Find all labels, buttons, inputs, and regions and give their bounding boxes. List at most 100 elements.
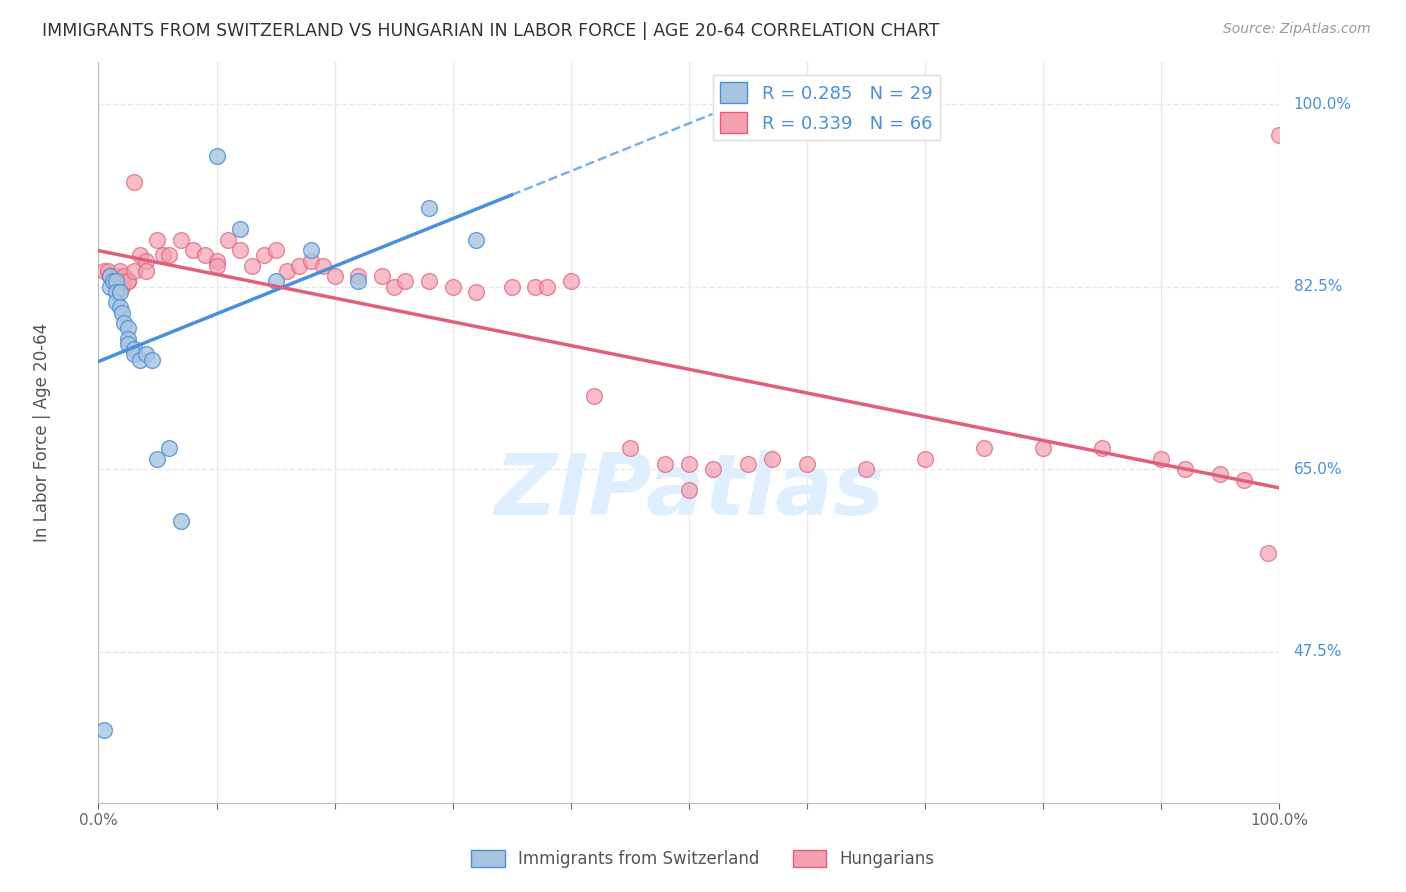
Point xyxy=(264,243,287,257)
Point xyxy=(1091,442,1114,456)
Point xyxy=(1150,451,1173,466)
Point xyxy=(112,269,135,284)
Point xyxy=(524,279,547,293)
Text: 82.5%: 82.5% xyxy=(1294,279,1341,294)
Point xyxy=(678,457,700,471)
Point xyxy=(181,243,204,257)
Point xyxy=(654,457,676,471)
Text: 47.5%: 47.5% xyxy=(1294,644,1341,659)
Point xyxy=(394,274,416,288)
Text: Source: ZipAtlas.com: Source: ZipAtlas.com xyxy=(1223,22,1371,37)
Point xyxy=(97,264,120,278)
Point xyxy=(702,462,724,476)
Point xyxy=(93,723,115,737)
Point xyxy=(299,243,322,257)
Point xyxy=(141,352,163,367)
Point xyxy=(1233,473,1256,487)
Point xyxy=(973,442,995,456)
Point xyxy=(111,274,134,288)
Point xyxy=(855,462,877,476)
Point xyxy=(146,233,169,247)
Point xyxy=(1257,545,1279,559)
Point xyxy=(146,451,169,466)
Point xyxy=(264,274,287,288)
Point xyxy=(117,332,139,346)
Point xyxy=(170,233,193,247)
Point xyxy=(560,274,582,288)
Point xyxy=(93,264,115,278)
Point xyxy=(253,248,276,262)
Point xyxy=(796,457,818,471)
Point xyxy=(157,248,180,262)
Point xyxy=(111,306,134,320)
Point xyxy=(98,269,121,284)
Point xyxy=(288,259,311,273)
Point xyxy=(465,233,488,247)
Point xyxy=(135,347,157,361)
Text: ZIPatlas: ZIPatlas xyxy=(494,450,884,533)
Point xyxy=(112,316,135,330)
Point xyxy=(205,149,228,163)
Point xyxy=(105,295,128,310)
Point xyxy=(108,264,131,278)
Point xyxy=(122,342,145,356)
Point xyxy=(501,279,523,293)
Point xyxy=(914,451,936,466)
Point xyxy=(678,483,700,497)
Point xyxy=(108,301,131,315)
Point xyxy=(105,285,128,299)
Point xyxy=(135,264,157,278)
Point xyxy=(205,253,228,268)
Point xyxy=(240,259,263,273)
Point xyxy=(98,269,121,284)
Point xyxy=(122,347,145,361)
Point xyxy=(1209,467,1232,482)
Point xyxy=(105,269,128,284)
Point xyxy=(170,514,193,528)
Text: IMMIGRANTS FROM SWITZERLAND VS HUNGARIAN IN LABOR FORCE | AGE 20-64 CORRELATION : IMMIGRANTS FROM SWITZERLAND VS HUNGARIAN… xyxy=(42,22,939,40)
Point xyxy=(418,274,440,288)
Point xyxy=(122,264,145,278)
Point xyxy=(347,274,370,288)
Text: In Labor Force | Age 20-64: In Labor Force | Age 20-64 xyxy=(32,323,51,542)
Point xyxy=(217,233,239,247)
Point xyxy=(128,248,150,262)
Point xyxy=(371,269,394,284)
Point xyxy=(441,279,464,293)
Legend: R = 0.285   N = 29, R = 0.339   N = 66: R = 0.285 N = 29, R = 0.339 N = 66 xyxy=(713,75,939,140)
Point xyxy=(299,253,322,268)
Point xyxy=(737,457,759,471)
Point xyxy=(382,279,405,293)
Point xyxy=(194,248,217,262)
Point xyxy=(135,253,157,268)
Point xyxy=(583,389,606,403)
Point xyxy=(229,243,252,257)
Point xyxy=(108,285,131,299)
Point xyxy=(152,248,174,262)
Point xyxy=(418,202,440,216)
Point xyxy=(117,321,139,335)
Point xyxy=(111,279,134,293)
Point xyxy=(619,442,641,456)
Point xyxy=(536,279,558,293)
Point xyxy=(117,274,139,288)
Point xyxy=(1268,128,1291,143)
Point xyxy=(761,451,783,466)
Point xyxy=(229,222,252,236)
Point xyxy=(157,442,180,456)
Point xyxy=(101,274,124,288)
Point xyxy=(122,175,145,189)
Point xyxy=(465,285,488,299)
Point xyxy=(347,269,370,284)
Point xyxy=(276,264,298,278)
Point xyxy=(117,274,139,288)
Legend: Immigrants from Switzerland, Hungarians: Immigrants from Switzerland, Hungarians xyxy=(465,843,941,875)
Text: 65.0%: 65.0% xyxy=(1294,462,1343,476)
Point xyxy=(117,337,139,351)
Point xyxy=(98,279,121,293)
Point xyxy=(101,274,124,288)
Point xyxy=(128,352,150,367)
Point xyxy=(1032,442,1054,456)
Point xyxy=(312,259,335,273)
Point xyxy=(105,274,128,288)
